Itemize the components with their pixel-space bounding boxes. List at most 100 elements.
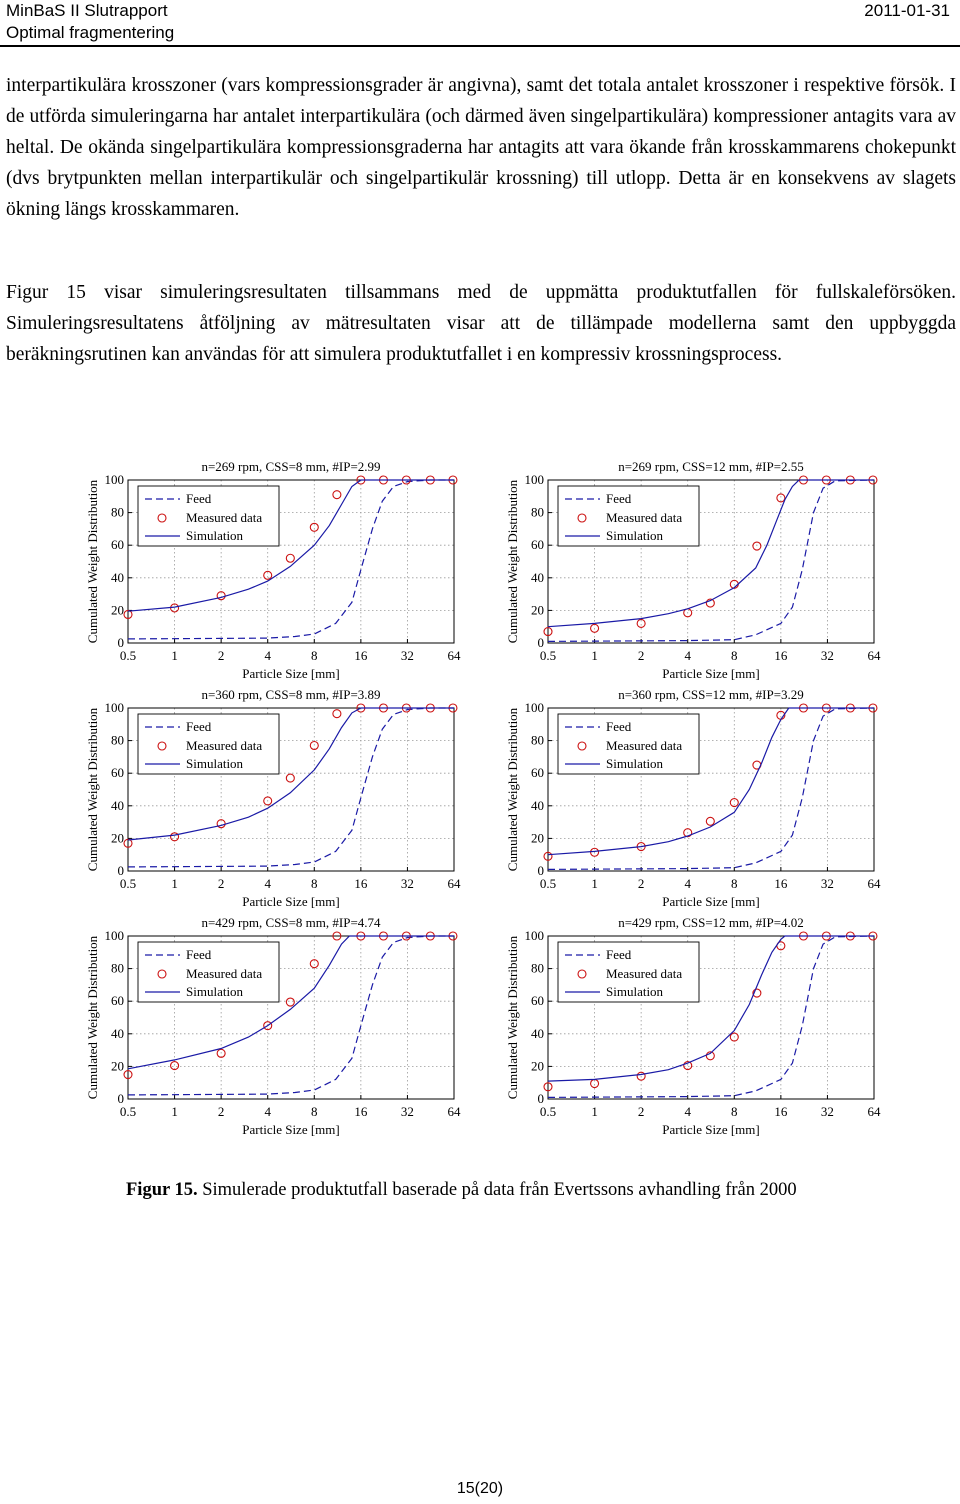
measured-data-point xyxy=(705,598,715,608)
y-axis-label: Cumulated Weight Distribution xyxy=(505,707,520,871)
y-tick-label: 20 xyxy=(111,830,124,845)
measured-data-point xyxy=(683,1061,693,1071)
x-tick-label: 1 xyxy=(591,876,598,891)
x-tick-label: 32 xyxy=(821,648,834,663)
legend-label: Simulation xyxy=(186,984,244,999)
y-tick-label: 80 xyxy=(531,505,544,520)
page-number: 15(20) xyxy=(456,1480,504,1497)
measured-data-point xyxy=(636,1071,646,1081)
simulation-series-line xyxy=(547,707,874,856)
measured-data-point xyxy=(332,931,342,941)
simulation-series-line xyxy=(547,479,874,628)
x-tick-label: 1 xyxy=(171,1104,178,1119)
x-axis-label: Particle Size [mm] xyxy=(662,1122,759,1137)
report-date: 2011-01-31 xyxy=(864,1,950,20)
x-tick-label: 2 xyxy=(218,876,225,891)
legend-label: Simulation xyxy=(186,528,244,543)
x-tick-label: 1 xyxy=(591,1104,598,1119)
legend-measured-swatch xyxy=(577,741,587,751)
feed-series-line xyxy=(547,707,875,870)
y-tick-label: 20 xyxy=(111,602,124,617)
y-tick-label: 20 xyxy=(531,830,544,845)
plot-frame xyxy=(547,935,875,1100)
x-tick-label: 4 xyxy=(684,648,691,663)
chart-title: n=360 rpm, CSS=8 mm, #IP=3.89 xyxy=(201,687,380,702)
x-tick-label: 8 xyxy=(311,1104,318,1119)
body-paragraph-1: interpartikulära krosszoner (vars kompre… xyxy=(6,75,956,220)
chart-panel-4: 0.5 1 2 4 8 16 32 64 0 20 40 60 80 100 n=360 rpm, CSS=… xyxy=(505,687,881,909)
feed-series-line xyxy=(127,479,454,640)
measured-data-point xyxy=(123,609,133,620)
legend-label: Measured data xyxy=(606,510,682,525)
x-tick-label: 1 xyxy=(591,648,598,663)
legend-label: Feed xyxy=(606,491,632,506)
y-tick-label: 40 xyxy=(531,570,544,585)
simulation-series-line xyxy=(127,707,454,841)
y-tick-label: 0 xyxy=(118,635,125,650)
y-axis-label: Cumulated Weight Distribution xyxy=(85,479,100,643)
x-tick-label: 16 xyxy=(774,876,788,891)
measured-data-point xyxy=(776,493,786,503)
x-tick-label: 0.5 xyxy=(120,876,136,891)
x-tick-label: 4 xyxy=(264,1104,271,1119)
legend-measured-swatch xyxy=(157,741,167,751)
x-tick-label: 0.5 xyxy=(120,1104,136,1119)
plot-frame xyxy=(127,479,455,644)
header-divider xyxy=(0,45,960,47)
y-axis-label: Cumulated Weight Distribution xyxy=(85,935,100,1099)
x-tick-label: 64 xyxy=(868,1104,882,1119)
measured-data-point xyxy=(263,570,273,580)
y-tick-label: 60 xyxy=(531,537,544,552)
plot-frame xyxy=(547,707,875,872)
feed-series-line xyxy=(547,479,875,642)
x-tick-label: 4 xyxy=(684,1104,691,1119)
chart-legend: Feed Measured data Simulation xyxy=(557,941,700,1003)
y-tick-label: 60 xyxy=(531,765,544,780)
feed-series-line xyxy=(547,935,875,1098)
x-tick-label: 8 xyxy=(731,876,738,891)
y-tick-label: 40 xyxy=(531,798,544,813)
x-tick-label: 16 xyxy=(354,648,368,663)
x-tick-label: 32 xyxy=(401,1104,414,1119)
header-titles: MinBaS II Slutrapport Optimal fragmenter… xyxy=(6,0,174,44)
x-tick-label: 4 xyxy=(264,876,271,891)
measured-data-point xyxy=(170,832,180,842)
body-paragraph-2: Figur 15 visar simuleringsresultaten til… xyxy=(6,282,956,365)
legend-label: Feed xyxy=(186,491,212,506)
x-tick-label: 16 xyxy=(774,648,788,663)
y-tick-label: 80 xyxy=(111,733,124,748)
legend-label: Feed xyxy=(606,719,632,734)
legend-label: Simulation xyxy=(606,528,664,543)
report-title: MinBaS II Slutrapport xyxy=(6,1,168,20)
y-tick-label: 80 xyxy=(531,733,544,748)
report-subtitle: Optimal fragmentering xyxy=(6,23,175,42)
y-tick-label: 100 xyxy=(525,472,545,487)
legend-label: Simulation xyxy=(606,756,664,771)
chart-legend: Feed Measured data Simulation xyxy=(557,713,700,775)
x-tick-label: 0.5 xyxy=(540,1104,556,1119)
measured-data-point xyxy=(590,623,600,633)
y-tick-label: 0 xyxy=(538,863,545,878)
measured-data-point xyxy=(285,773,295,783)
y-tick-label: 100 xyxy=(105,928,125,943)
x-tick-label: 16 xyxy=(774,1104,788,1119)
x-tick-label: 0.5 xyxy=(540,648,556,663)
y-tick-label: 60 xyxy=(531,993,544,1008)
measured-data-point xyxy=(636,618,646,628)
measured-data-point xyxy=(543,851,553,861)
simulation-series-line xyxy=(127,479,454,612)
measured-data-point xyxy=(543,627,553,637)
measured-data-point xyxy=(263,1021,273,1031)
measured-data-point xyxy=(285,553,295,563)
y-tick-label: 40 xyxy=(531,1026,544,1041)
caption-label: Figur 15. xyxy=(126,1180,198,1200)
x-axis-label: Particle Size [mm] xyxy=(662,666,759,681)
legend-label: Measured data xyxy=(186,738,262,753)
x-tick-label: 2 xyxy=(638,876,645,891)
x-tick-label: 8 xyxy=(731,648,738,663)
y-tick-label: 40 xyxy=(111,798,124,813)
measured-data-point xyxy=(309,740,319,751)
measured-data-point xyxy=(752,541,762,551)
y-tick-label: 20 xyxy=(531,1058,544,1073)
